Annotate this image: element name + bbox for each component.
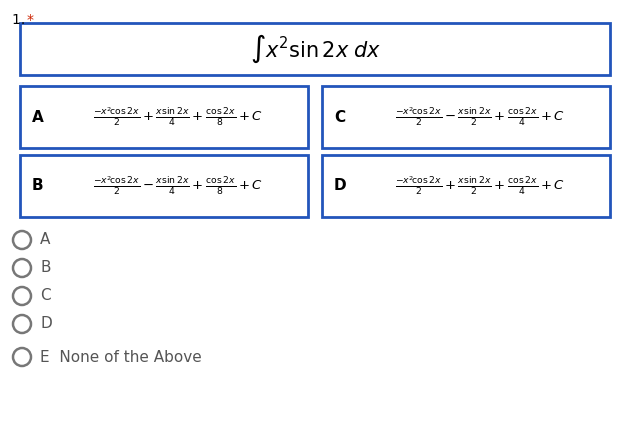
FancyBboxPatch shape	[20, 23, 610, 75]
Text: B: B	[40, 260, 50, 275]
Text: $\frac{-x^2\!\cos2x}{2}-\frac{x\sin 2x}{2}+\frac{\cos 2x}{4}+C$: $\frac{-x^2\!\cos2x}{2}-\frac{x\sin 2x}{…	[395, 106, 565, 128]
Text: C: C	[334, 109, 345, 125]
Text: A: A	[40, 232, 50, 247]
Text: E  None of the Above: E None of the Above	[40, 349, 202, 364]
Text: $\frac{-x^2\!\cos2x}{2}+\frac{x\sin 2x}{4}+\frac{\cos 2x}{8}+C$: $\frac{-x^2\!\cos2x}{2}+\frac{x\sin 2x}{…	[93, 106, 263, 128]
Text: *: *	[27, 13, 34, 27]
Text: $\frac{-x^2\!\cos2x}{2}+\frac{x\sin 2x}{2}+\frac{\cos 2x}{4}+C$: $\frac{-x^2\!\cos2x}{2}+\frac{x\sin 2x}{…	[395, 175, 565, 197]
Text: D: D	[40, 316, 52, 332]
Text: B: B	[32, 178, 43, 194]
Text: 1.: 1.	[12, 13, 30, 27]
Text: $\int x^2 \sin 2x \; dx$: $\int x^2 \sin 2x \; dx$	[249, 33, 381, 65]
Text: D: D	[334, 178, 347, 194]
Text: C: C	[40, 288, 50, 303]
Text: A: A	[32, 109, 43, 125]
FancyBboxPatch shape	[20, 86, 308, 148]
FancyBboxPatch shape	[322, 86, 610, 148]
FancyBboxPatch shape	[322, 155, 610, 217]
Text: $\frac{-x^2\!\cos2x}{2}-\frac{x\sin 2x}{4}+\frac{\cos 2x}{8}+C$: $\frac{-x^2\!\cos2x}{2}-\frac{x\sin 2x}{…	[93, 175, 263, 197]
FancyBboxPatch shape	[20, 155, 308, 217]
